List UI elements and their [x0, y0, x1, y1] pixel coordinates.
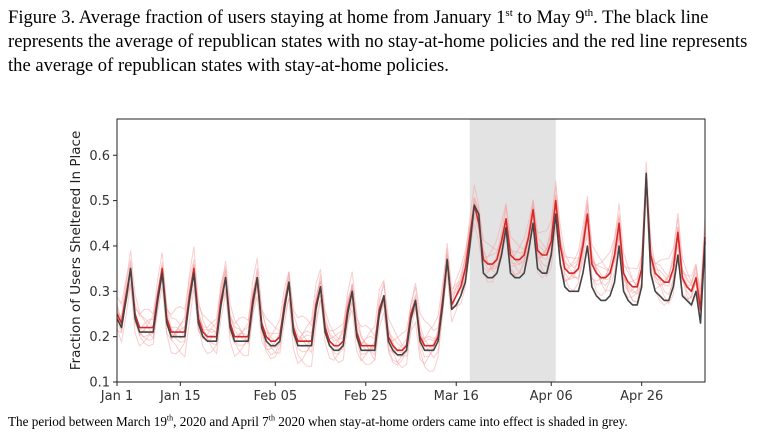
y-tick-label: 0.2 — [89, 330, 110, 345]
note-text-1: The period between March 19 — [8, 414, 167, 429]
state-line — [116, 181, 706, 355]
plot-frame — [116, 118, 706, 383]
caption-text-2: to May 9 — [512, 7, 585, 28]
note-sup-2: th — [268, 413, 275, 423]
y-tick-label: 0.3 — [89, 285, 110, 300]
y-tick-label: 0.5 — [89, 194, 110, 209]
x-tick-label: Feb 25 — [344, 389, 388, 404]
x-tick-label: Apr 26 — [620, 389, 663, 404]
caption-text-3: . The black line represents the average … — [8, 7, 748, 76]
caption-text-1: Figure 3. Average fraction of users stay… — [8, 7, 506, 28]
x-tick-label: Feb 05 — [253, 389, 297, 404]
shading-note: The period between March 19th, 2020 and … — [8, 414, 760, 430]
series-line — [116, 177, 706, 352]
y-tick-label: 0.1 — [89, 376, 110, 391]
state-line — [116, 171, 706, 358]
note-text-2: , 2020 and April 7 — [173, 414, 269, 429]
state-line — [116, 185, 706, 372]
note-text-3: 2020 when stay-at-home orders came into … — [275, 414, 628, 429]
y-axis-label: Fraction of Users Sheltered In Place — [68, 131, 84, 371]
line-chart: 0.1 0.2 0.3 0.4 0.5 0.6 Jan 1 Jan 15 Feb 05 Feb 2… — [68, 118, 706, 404]
figure-caption: Figure 3. Average fraction of users stay… — [8, 6, 760, 78]
y-tick-label: 0.6 — [89, 149, 110, 164]
x-tick-label: Jan 15 — [159, 389, 201, 404]
x-tick-label: Mar 16 — [434, 389, 479, 404]
x-tick-label: Apr 06 — [530, 389, 573, 404]
y-tick-label: 0.4 — [89, 239, 110, 254]
series-line — [116, 172, 706, 356]
note-sup-1: th — [166, 413, 174, 423]
caption-sup-2: th — [584, 6, 594, 19]
x-tick-label: Jan 1 — [100, 389, 133, 404]
state-line — [116, 194, 706, 369]
caption-sup-1: st — [505, 6, 513, 19]
